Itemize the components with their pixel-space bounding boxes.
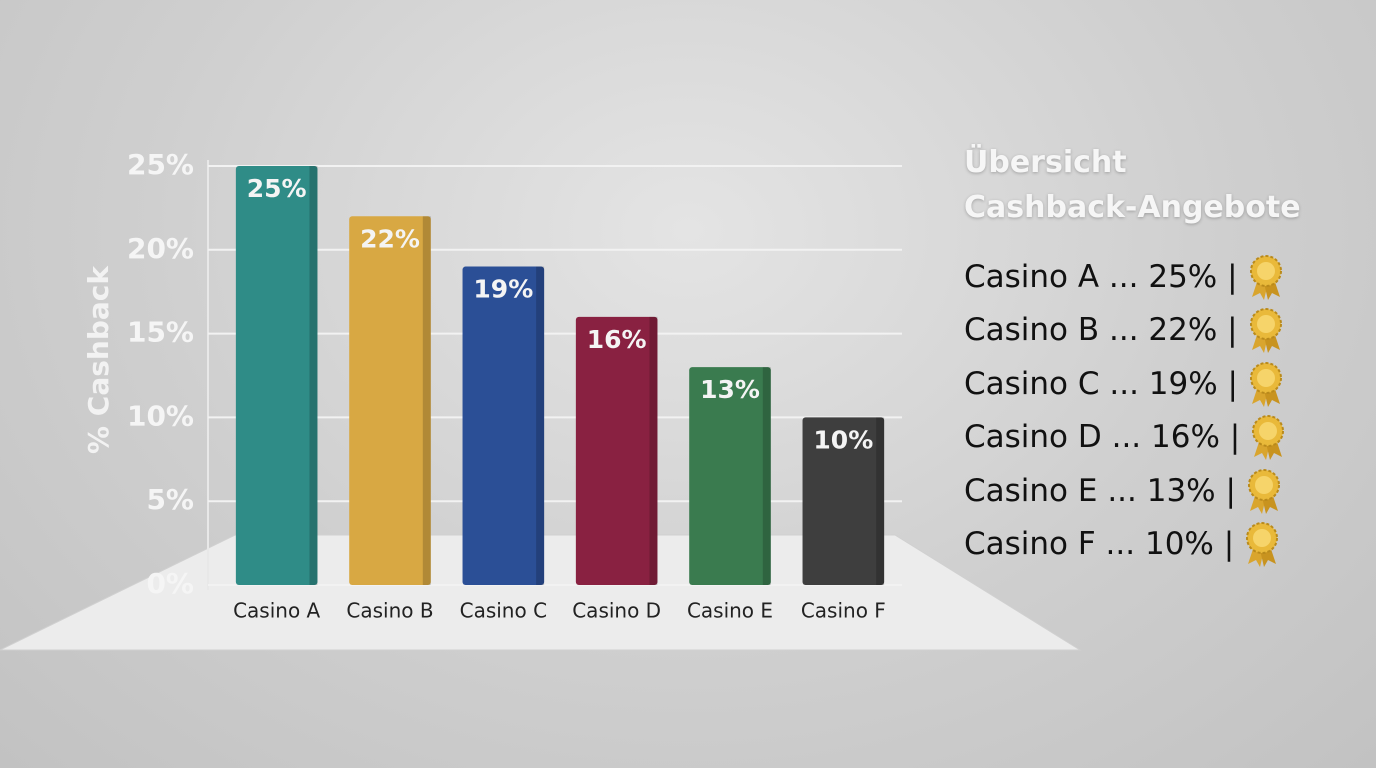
bar [802, 417, 885, 585]
medal-center [1253, 529, 1272, 548]
bar-shade [762, 367, 771, 585]
bar [689, 367, 771, 585]
bar [462, 266, 545, 585]
summary-item-text: Casino C ... 19% | [964, 365, 1238, 402]
summary-title: Übersicht Cashback-Angebote [964, 145, 1301, 225]
bar [575, 316, 658, 585]
summary-item: Casino B ... 22% | [964, 304, 1344, 358]
x-tick-label: Casino A [233, 599, 320, 623]
bar-shade [876, 417, 885, 585]
summary-item-text: Casino D ... 16% | [964, 419, 1241, 456]
x-tick-label: Casino E [687, 599, 773, 623]
y-tick-label: 15% [127, 316, 194, 349]
bar-shade [536, 266, 545, 585]
bar [349, 216, 431, 585]
y-tick-label: 20% [127, 232, 194, 265]
medal-center [1259, 422, 1278, 441]
medal-icon [1249, 254, 1282, 300]
x-tick-label: Casino D [572, 599, 661, 623]
y-tick-label: 5% [146, 483, 194, 516]
x-tick-label: Casino B [346, 599, 433, 623]
summary-panel: Übersicht Cashback-Angebote Casino A ...… [964, 140, 1344, 571]
medal-center [1256, 261, 1275, 280]
value-label: 22% [360, 224, 420, 253]
summary-item-text: Casino A ... 25% | [964, 258, 1238, 295]
medal-icon [1250, 361, 1282, 407]
medal-center [1254, 475, 1273, 494]
medal-icon [1249, 308, 1282, 354]
summary-item-text: Casino E ... 13% | [964, 472, 1236, 509]
bar [235, 166, 318, 585]
summary-item: Casino D ... 16% | [964, 411, 1344, 465]
y-axis-title: % Cashback [82, 265, 115, 454]
summary-item-text: Casino F ... 10% | [964, 526, 1235, 563]
value-label: 19% [473, 275, 533, 304]
y-tick-label: 25% [127, 148, 194, 181]
y-tick-label: 0% [146, 567, 194, 600]
value-label: 13% [700, 375, 760, 404]
medal-icon [1247, 468, 1280, 514]
value-label: 16% [587, 325, 647, 354]
x-tick-label: Casino C [460, 599, 547, 623]
summary-item: Casino E ... 13% | [964, 464, 1344, 518]
bar-shade [309, 166, 318, 585]
y-tick-label: 10% [127, 399, 194, 432]
summary-list: Casino A ... 25% | Casino B ... 22% | Casi… [964, 250, 1344, 571]
summary-item: Casino F ... 10% | [964, 518, 1344, 572]
x-tick-label: Casino F [801, 599, 886, 623]
medal-icon [1252, 415, 1285, 461]
value-label: 10% [813, 425, 873, 454]
medal-icon [1246, 522, 1279, 568]
summary-item: Casino A ... 25% | [964, 250, 1344, 304]
medal-center [1256, 315, 1275, 334]
summary-item-text: Casino B ... 22% | [964, 312, 1238, 349]
value-label: 25% [247, 174, 307, 203]
summary-item: Casino C ... 19% | [964, 357, 1344, 411]
medal-center [1257, 368, 1275, 387]
bar-shade [422, 216, 431, 585]
bar-shade [649, 316, 658, 585]
